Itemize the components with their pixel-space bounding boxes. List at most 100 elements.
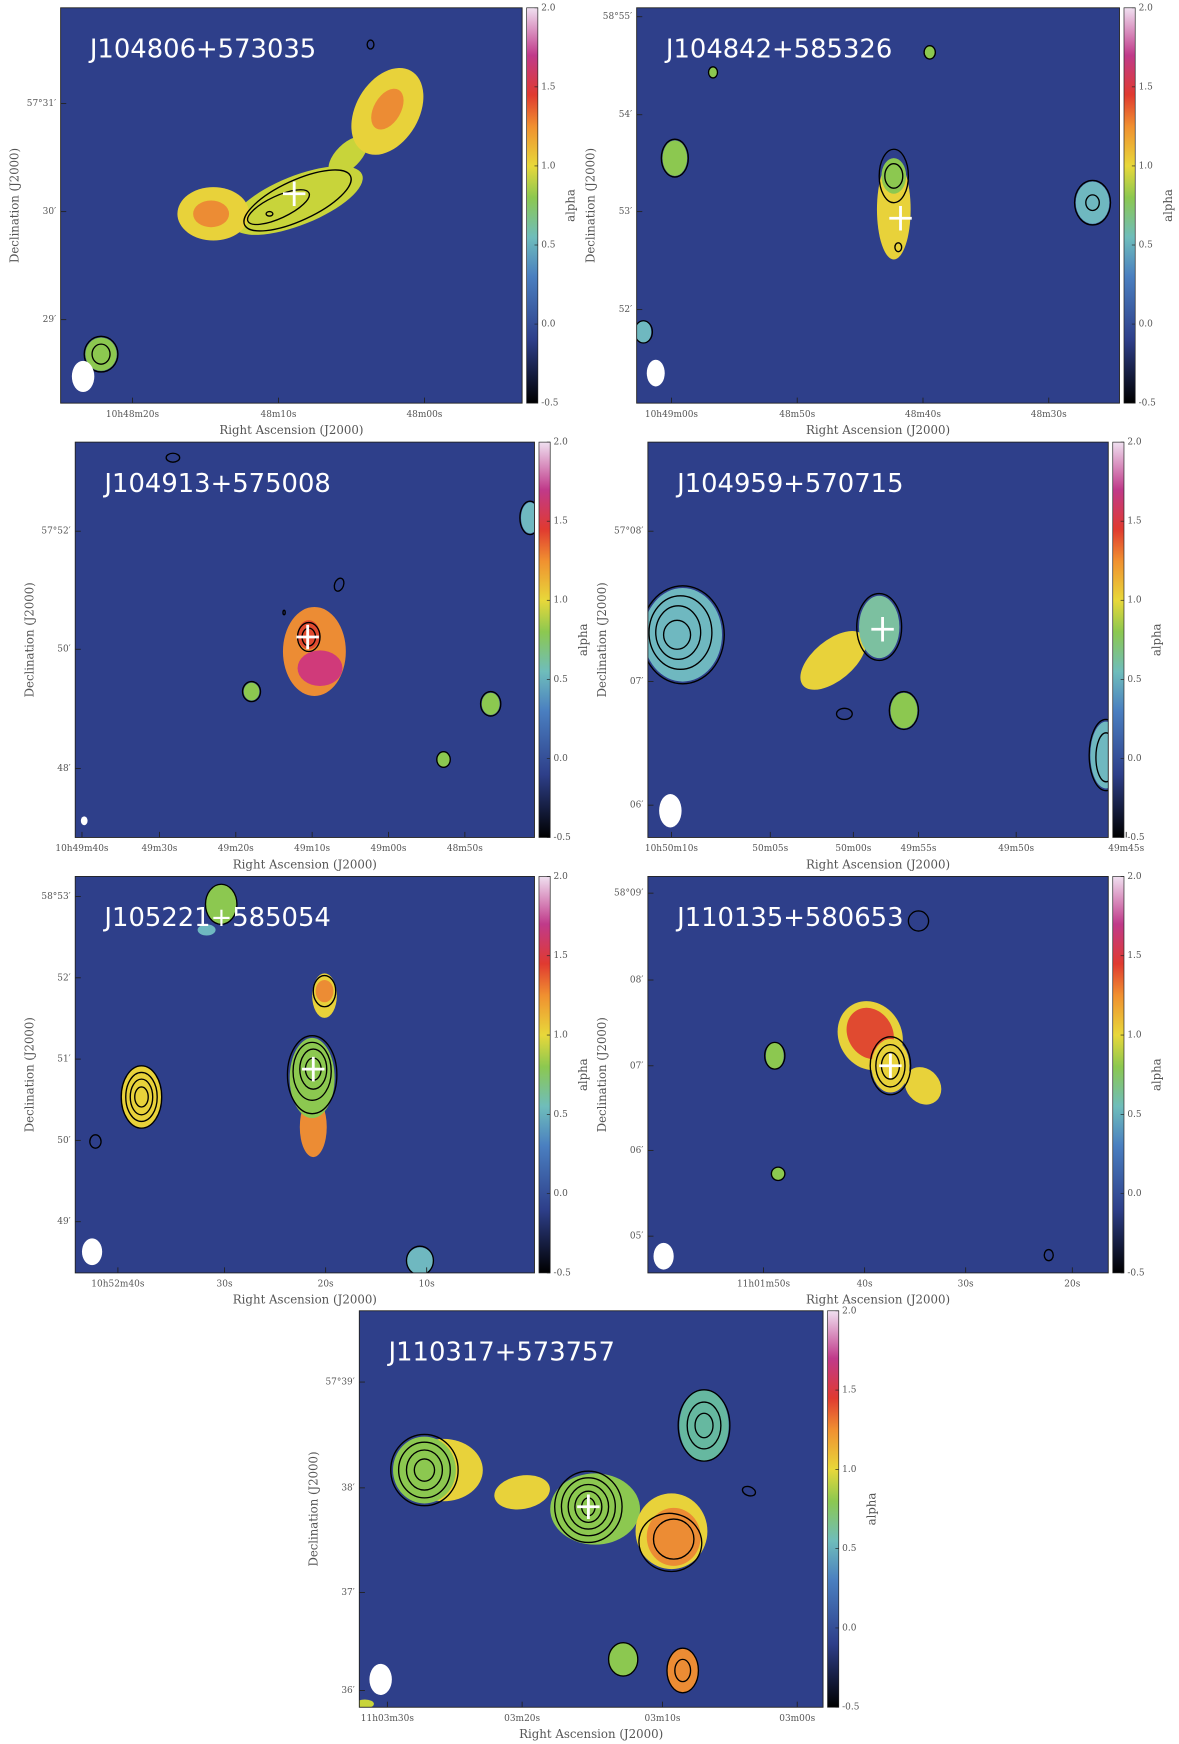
- contour: [647, 585, 725, 685]
- frame: [636, 7, 1120, 404]
- x-tick-label: 50m00s: [835, 844, 871, 854]
- contour: [1085, 194, 1100, 212]
- x-axis-label: Right Ascension (J2000): [233, 1293, 377, 1307]
- contour: [648, 595, 713, 670]
- colorbar: [827, 1310, 840, 1708]
- contour: [286, 1035, 338, 1115]
- x-axis-label: Right Ascension (J2000): [233, 857, 377, 871]
- emission: [890, 692, 918, 729]
- colorbar-tick-label: -0.5: [1127, 833, 1144, 843]
- contour: [574, 1490, 603, 1524]
- frame: [60, 7, 523, 404]
- colorbar-tick-label: 1.0: [1127, 1031, 1142, 1041]
- colorbar-tick-label: 0.5: [1139, 241, 1153, 251]
- emission: [708, 66, 718, 78]
- contour: [907, 910, 930, 932]
- x-tick-label: 40s: [857, 1280, 873, 1290]
- colorbar-tick-label: 2.0: [1139, 3, 1154, 13]
- colorbar-tick-label: 1.0: [842, 1465, 857, 1475]
- frame: [74, 876, 535, 1274]
- colorbar: [538, 876, 551, 1274]
- y-tick-label: 57°08′: [614, 527, 643, 537]
- colorbar-tick-label: 1.5: [1139, 82, 1153, 92]
- x-tick-label: 10h48m20s: [106, 410, 160, 420]
- map: [71, 39, 424, 393]
- emission: [636, 320, 652, 344]
- colorbar-tick-label: 0.5: [1127, 675, 1141, 685]
- map: [80, 452, 535, 826]
- colorbar-tick-label: -0.5: [541, 399, 558, 409]
- y-tick-label: 51′: [57, 1055, 70, 1065]
- y-tick-label: 49′: [57, 1217, 70, 1227]
- colorbar-tick-label: 0.0: [541, 320, 556, 330]
- colorbar-tick-label: 1.5: [842, 1386, 856, 1396]
- contour: [567, 1483, 610, 1530]
- contour: [674, 1658, 692, 1683]
- contour: [120, 1065, 163, 1129]
- contour: [246, 189, 311, 226]
- colorbar-tick-label: 1.0: [541, 161, 556, 171]
- colorbar-tick-label: 1.0: [1139, 161, 1154, 171]
- contour: [894, 242, 903, 253]
- colorbar-tick-label: 2.0: [554, 872, 569, 882]
- x-tick-label: 20s: [1064, 1280, 1080, 1290]
- x-tick-label: 11h01m50s: [737, 1280, 791, 1290]
- x-axis-label: Right Ascension (J2000): [519, 1727, 663, 1741]
- colorbar-label: alpha: [864, 1493, 878, 1526]
- x-tick-label: 48m40s: [905, 410, 941, 420]
- panel-title: J104842+585326: [664, 35, 892, 65]
- x-tick-label: 49m45s: [1108, 844, 1144, 854]
- beam: [71, 360, 95, 393]
- x-tick-label: 49m20s: [218, 844, 254, 854]
- colorbar-tick-label: 0.5: [1127, 1110, 1141, 1120]
- contour: [519, 500, 535, 536]
- colorbar-tick-label: 1.0: [554, 1031, 569, 1041]
- x-tick-label: 30s: [217, 1280, 233, 1290]
- contour: [694, 1412, 714, 1439]
- x-tick-label: 30s: [958, 1280, 974, 1290]
- y-tick-label: 54′: [619, 110, 632, 120]
- x-tick-label: 03m00s: [779, 1714, 815, 1724]
- panel-title: J104806+573035: [88, 35, 316, 65]
- colorbar: [526, 7, 539, 404]
- colorbar-label: alpha: [1150, 623, 1164, 656]
- colorbar-label: alpha: [576, 1058, 590, 1091]
- y-axis-label: Declination (J2000): [595, 1017, 609, 1132]
- y-axis-label: Declination (J2000): [595, 582, 609, 697]
- x-tick-label: 03m20s: [504, 1714, 540, 1724]
- y-tick-label: 52′: [57, 973, 70, 983]
- y-tick-label: 50′: [57, 645, 70, 655]
- colorbar-label: alpha: [564, 189, 578, 222]
- frame: [74, 441, 535, 838]
- contour: [763, 1041, 786, 1070]
- colorbar-tick-label: 2.0: [1127, 872, 1142, 882]
- colorbar-tick-label: 0.5: [554, 1110, 568, 1120]
- contour: [923, 44, 937, 60]
- emission: [666, 1648, 699, 1693]
- contour: [292, 1041, 332, 1101]
- contour: [1073, 179, 1112, 226]
- emission: [771, 1167, 785, 1181]
- contour: [125, 1071, 158, 1123]
- colorbar-label: alpha: [1150, 1058, 1164, 1091]
- colorbar: [1123, 7, 1136, 404]
- contour: [707, 66, 719, 79]
- contour: [204, 883, 238, 926]
- x-tick-label: 11h03m30s: [361, 1714, 415, 1724]
- emission: [121, 1065, 162, 1129]
- y-tick-label: 36′: [341, 1686, 354, 1696]
- colorbar-tick-label: 1.5: [541, 82, 555, 92]
- colorbar-tick-label: 0.5: [554, 675, 568, 685]
- contour: [652, 1518, 695, 1560]
- contour: [666, 1647, 700, 1694]
- contour: [282, 609, 286, 616]
- x-tick-label: 10h49m40s: [55, 844, 109, 854]
- x-tick-label: 49m30s: [141, 844, 177, 854]
- emission: [765, 1042, 784, 1070]
- emission: [679, 1389, 729, 1462]
- contour: [243, 169, 352, 232]
- contour: [241, 680, 262, 703]
- y-tick-label: 29′: [43, 315, 56, 325]
- panel-title: J110135+580653: [675, 903, 903, 933]
- emission: [924, 45, 936, 60]
